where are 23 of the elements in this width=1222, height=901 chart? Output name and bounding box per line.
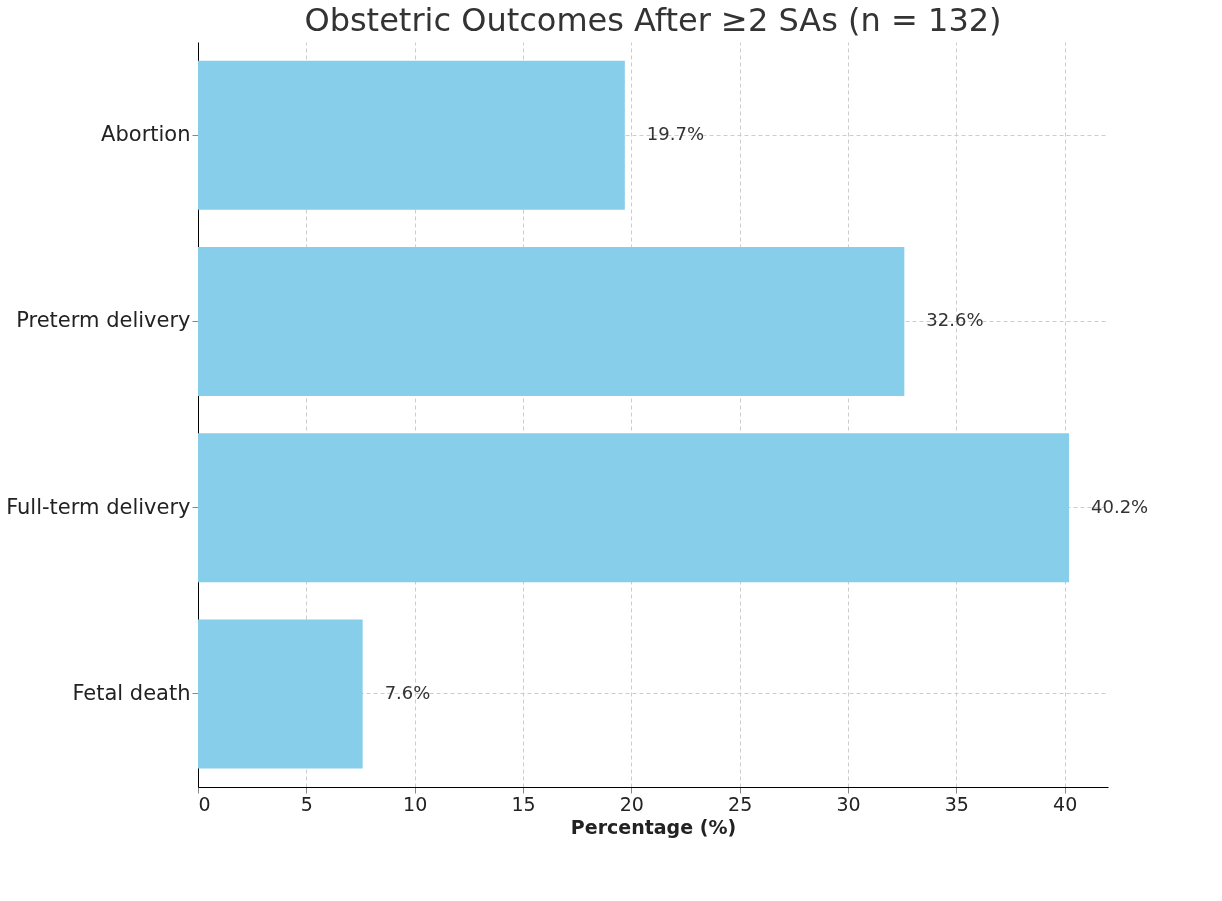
x-tick-label: 30 — [836, 792, 861, 815]
bar — [198, 246, 905, 396]
x-tick-label: 10 — [403, 792, 428, 815]
data-label: 7.6% — [384, 681, 431, 703]
bar — [198, 60, 625, 210]
x-tick-label: 0 — [198, 792, 211, 815]
x-axis-title: Percentage (%) — [570, 815, 737, 838]
x-tick-label: 5 — [300, 792, 313, 815]
y-tick-label: Full-term delivery — [6, 494, 191, 519]
chart-title: Obstetric Outcomes After ≥2 SAs (n = 132) — [304, 1, 1002, 39]
y-tick-label: Abortion — [101, 122, 191, 147]
x-tick-label: 25 — [728, 792, 753, 815]
y-tick-label: Fetal death — [72, 680, 191, 705]
x-tick-label: 40 — [1053, 792, 1078, 815]
data-label: 32.6% — [926, 309, 984, 331]
bar — [198, 433, 1069, 583]
y-tick-label: Preterm delivery — [16, 308, 191, 333]
x-tick-label: 35 — [944, 792, 969, 815]
x-tick-label: 20 — [619, 792, 644, 815]
data-label: 19.7% — [646, 123, 705, 145]
data-label: 40.2% — [1091, 495, 1149, 517]
x-tick-label: 15 — [511, 792, 536, 815]
bar — [198, 619, 363, 769]
